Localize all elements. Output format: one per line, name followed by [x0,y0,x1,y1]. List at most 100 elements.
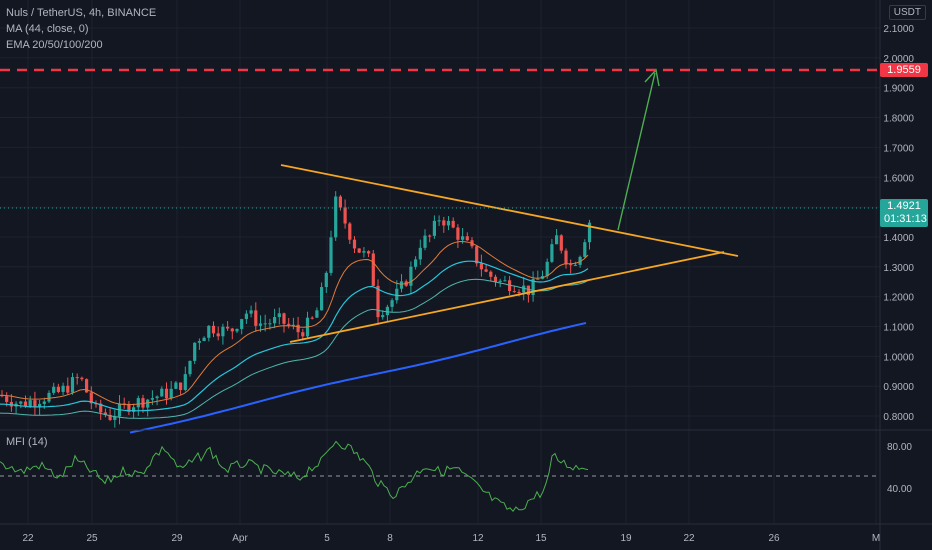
triangle-lower-line [289,251,725,343]
price-tick-label: 1.7000 [883,143,914,154]
candle-body [315,310,319,318]
grid [0,0,880,524]
candle-body [343,207,347,224]
time-tick-label: Apr [232,533,248,544]
candle-body [38,403,42,407]
time-axis[interactable]: 22 25 29 Apr 5 8 12 15 19 22 26 M [22,533,880,544]
candle-body [367,251,371,254]
candle-body [146,399,150,408]
candle-body [268,323,272,325]
ema-20-line [0,240,589,406]
candle-body [399,281,404,289]
candle-body [503,280,507,282]
candle-body [578,256,582,265]
candle-body [489,271,493,277]
candle-body [334,196,338,238]
time-tick-label: 12 [472,533,484,544]
candle-body [197,341,201,343]
candle-body [273,317,277,324]
candle-body [122,403,126,405]
candle-body [235,328,239,332]
symbol-title: Nuls / TetherUS, 4h, BINANCE [6,7,157,19]
candle-body [193,342,197,361]
ema-50-line [0,260,589,412]
candle-body [461,236,465,240]
time-tick-label: 19 [620,533,632,544]
mfi-tick-label: 80.00 [887,442,912,453]
candle-body [33,400,37,407]
time-tick-label: 5 [324,533,330,544]
candle-body [202,337,206,342]
candle-body [569,264,573,266]
candle-body [282,313,286,324]
candle-body [432,220,436,236]
candle-body [390,300,394,307]
candle-body [352,239,357,249]
candle-body [564,250,568,265]
ma-legend: MA (44, close, 0) [6,23,89,35]
candle-body [56,386,60,392]
candle-body [66,385,70,393]
time-tick-label: 26 [768,533,780,544]
candle-body [522,285,526,293]
candle-body [141,398,145,408]
candle-body [559,235,563,251]
price-tick-label: 1.1000 [883,323,914,334]
candle-body [188,360,192,375]
candle-body [310,317,314,319]
candle-body [320,287,324,311]
candle-body [456,227,460,240]
mfi-legend: MFI (14) [6,436,48,448]
candle-body [385,306,389,316]
candle-body [179,382,183,390]
triangle-drawing [280,164,739,343]
price-tick-label: 1.8000 [883,114,914,125]
candle-body [230,328,234,332]
candle-body [113,416,117,420]
candle-body [418,247,422,260]
candle-body [381,315,385,318]
candle-body [508,280,512,292]
candle-body [70,377,75,393]
price-tick-label: 2.0000 [883,54,914,65]
mfi-axis[interactable]: 80.00 40.00 [887,442,912,495]
candle-body [85,379,89,393]
candle-body [164,388,169,399]
time-tick-label: M [872,533,880,544]
candle-body [5,396,9,402]
candle-body [23,401,28,407]
candle-body [545,261,549,277]
candle-body [211,325,216,334]
candle-body [536,278,540,280]
candle-body [348,223,352,240]
candle-body [108,414,112,420]
candle-body [573,264,577,266]
current-price-tag: 1.4921 01:31:13 [880,199,928,227]
candle-body [160,388,164,397]
candle-body [498,280,502,282]
candle-body [216,333,220,337]
candle-body [423,235,427,248]
time-tick-label: 22 [22,533,34,544]
candle-body [324,272,328,288]
ema-100-line [0,278,589,419]
candle-body [526,285,530,296]
price-tick-label: 1.3000 [883,263,914,274]
candle-body [89,392,93,404]
price-tick-label: 1.9000 [883,84,914,95]
candle-body [221,326,225,337]
candle-body [442,220,446,226]
target-price-tag: 1.9559 [880,63,928,77]
price-tick-label: 1.2000 [883,293,914,304]
candle-body [103,412,107,415]
candle-body [409,266,413,286]
time-tick-label: 8 [387,533,393,544]
candle-body [484,269,488,272]
currency-badge[interactable]: USDT [888,5,926,20]
mfi-series-line [0,440,589,512]
time-tick-label: 25 [86,533,98,544]
ema-legend: EMA 20/50/100/200 [6,39,103,51]
candle-body [395,288,399,301]
